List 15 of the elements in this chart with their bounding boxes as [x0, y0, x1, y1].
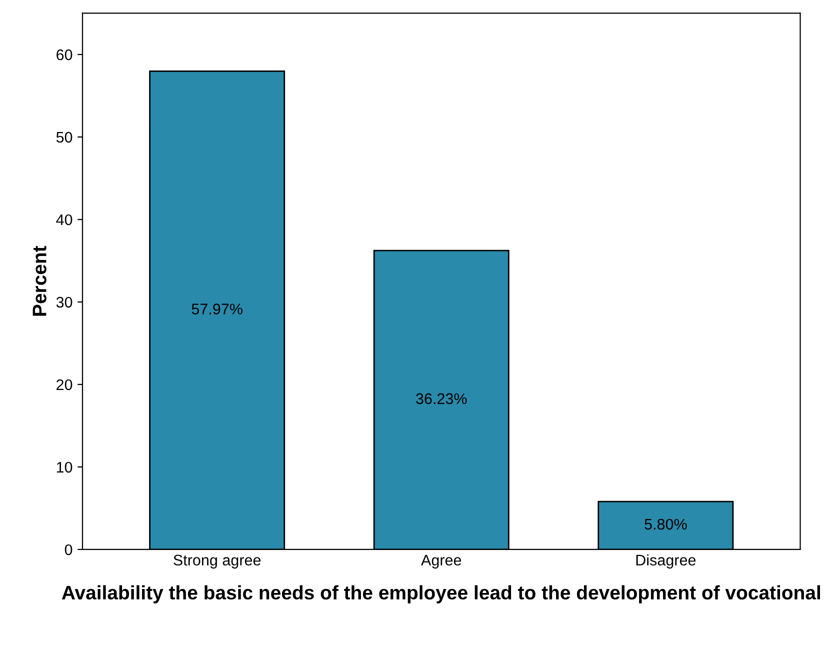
data-label: 5.80%: [644, 518, 687, 530]
data-label: 57.97%: [192, 304, 242, 314]
y-tick-label: 50: [56, 132, 72, 143]
y-tick-label: 30: [56, 296, 72, 308]
y-tick-label: 20: [56, 379, 72, 390]
y-tick-label: 60: [56, 49, 72, 60]
y-tick-label: 0: [64, 544, 72, 556]
data-label: 36.23%: [416, 393, 467, 404]
y-axis-title: Percent: [32, 246, 46, 316]
x-tick-label: Strong agree: [174, 554, 261, 569]
x-tick-label: Disagree: [636, 554, 696, 569]
x-tick-label: Agree: [421, 554, 462, 569]
x-axis-title: Availability the basic needs of the employee lead to the development of vocational: [62, 585, 820, 604]
y-tick-label: 40: [56, 214, 72, 226]
y-tick-label: 10: [56, 462, 72, 473]
